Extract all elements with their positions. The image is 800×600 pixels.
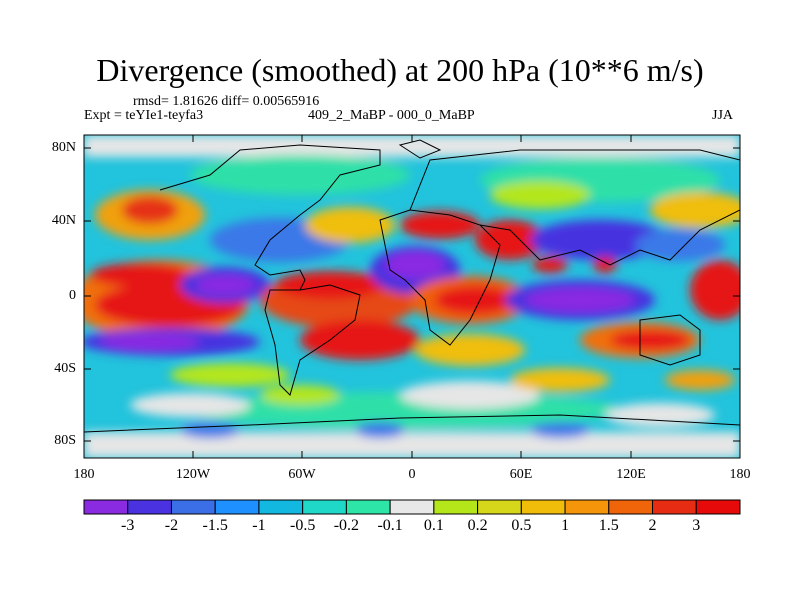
x-tick-label: 60E — [509, 467, 533, 482]
stats-text: rmsd= 1.81626 diff= 0.00565916 — [133, 94, 320, 109]
colorbar-swatch — [477, 499, 522, 515]
colorbar-swatch — [127, 499, 172, 515]
experiment-label: Expt = teYIe1-teyfa3 — [84, 108, 204, 123]
divergence-field — [84, 135, 740, 458]
x-tick-label: 120W — [175, 467, 211, 482]
colorbar-label: 0.5 — [511, 517, 532, 534]
x-tick-label: 180 — [73, 467, 95, 482]
colorbar-swatch — [608, 499, 654, 515]
y-tick-label: 0 — [69, 288, 76, 303]
y-tick-label: 40N — [51, 213, 76, 228]
colorbar-label: -0.5 — [289, 517, 316, 534]
plot-title: Divergence (smoothed) at 200 hPa (10**6 … — [96, 52, 704, 88]
colorbar-label: -1.5 — [202, 517, 228, 534]
colorbar-label: 0.1 — [423, 517, 444, 534]
colorbar-label: 3 — [692, 517, 701, 534]
axis-ticks — [83, 135, 741, 458]
colorbar-swatch — [433, 499, 479, 515]
colorbar-label: -3 — [121, 517, 135, 534]
y-tick-label: 40S — [54, 361, 76, 376]
colorbar-swatch — [345, 499, 391, 515]
continent-outlines — [84, 139, 740, 433]
colorbar-swatch — [520, 499, 566, 515]
colorbar-label: 1.5 — [598, 517, 619, 534]
colorbar — [83, 499, 741, 515]
colorbar-swatch — [83, 499, 129, 515]
colorbar-swatch — [389, 499, 435, 515]
colorbar-swatch — [258, 499, 304, 515]
colorbar-swatch — [695, 499, 741, 515]
x-tick-label: 0 — [408, 467, 416, 482]
x-tick-label: 60W — [288, 467, 316, 482]
colorbar-swatch — [652, 499, 697, 515]
colorbar-label: -0.1 — [377, 517, 403, 534]
colorbar-swatch — [214, 499, 260, 515]
comparison-label: 409_2_MaBP - 000_0_MaBP — [308, 108, 475, 123]
colorbar-label: -0.2 — [333, 517, 360, 534]
x-tick-label: 120E — [616, 467, 646, 482]
colorbar-label: 1 — [561, 517, 570, 534]
x-tick-label: 180 — [729, 467, 751, 482]
colorbar-swatch — [302, 499, 347, 515]
y-tick-label: 80S — [54, 433, 76, 448]
colorbar-label: 2 — [648, 517, 657, 534]
colorbar-label: -2 — [164, 517, 179, 534]
colorbar-swatch — [564, 499, 610, 515]
colorbar-label: -1 — [252, 517, 266, 534]
y-tick-label: 80N — [51, 140, 76, 155]
colorbar-label: 0.2 — [467, 517, 488, 534]
colorbar-swatch — [170, 499, 216, 515]
season-label: JJA — [712, 108, 734, 123]
